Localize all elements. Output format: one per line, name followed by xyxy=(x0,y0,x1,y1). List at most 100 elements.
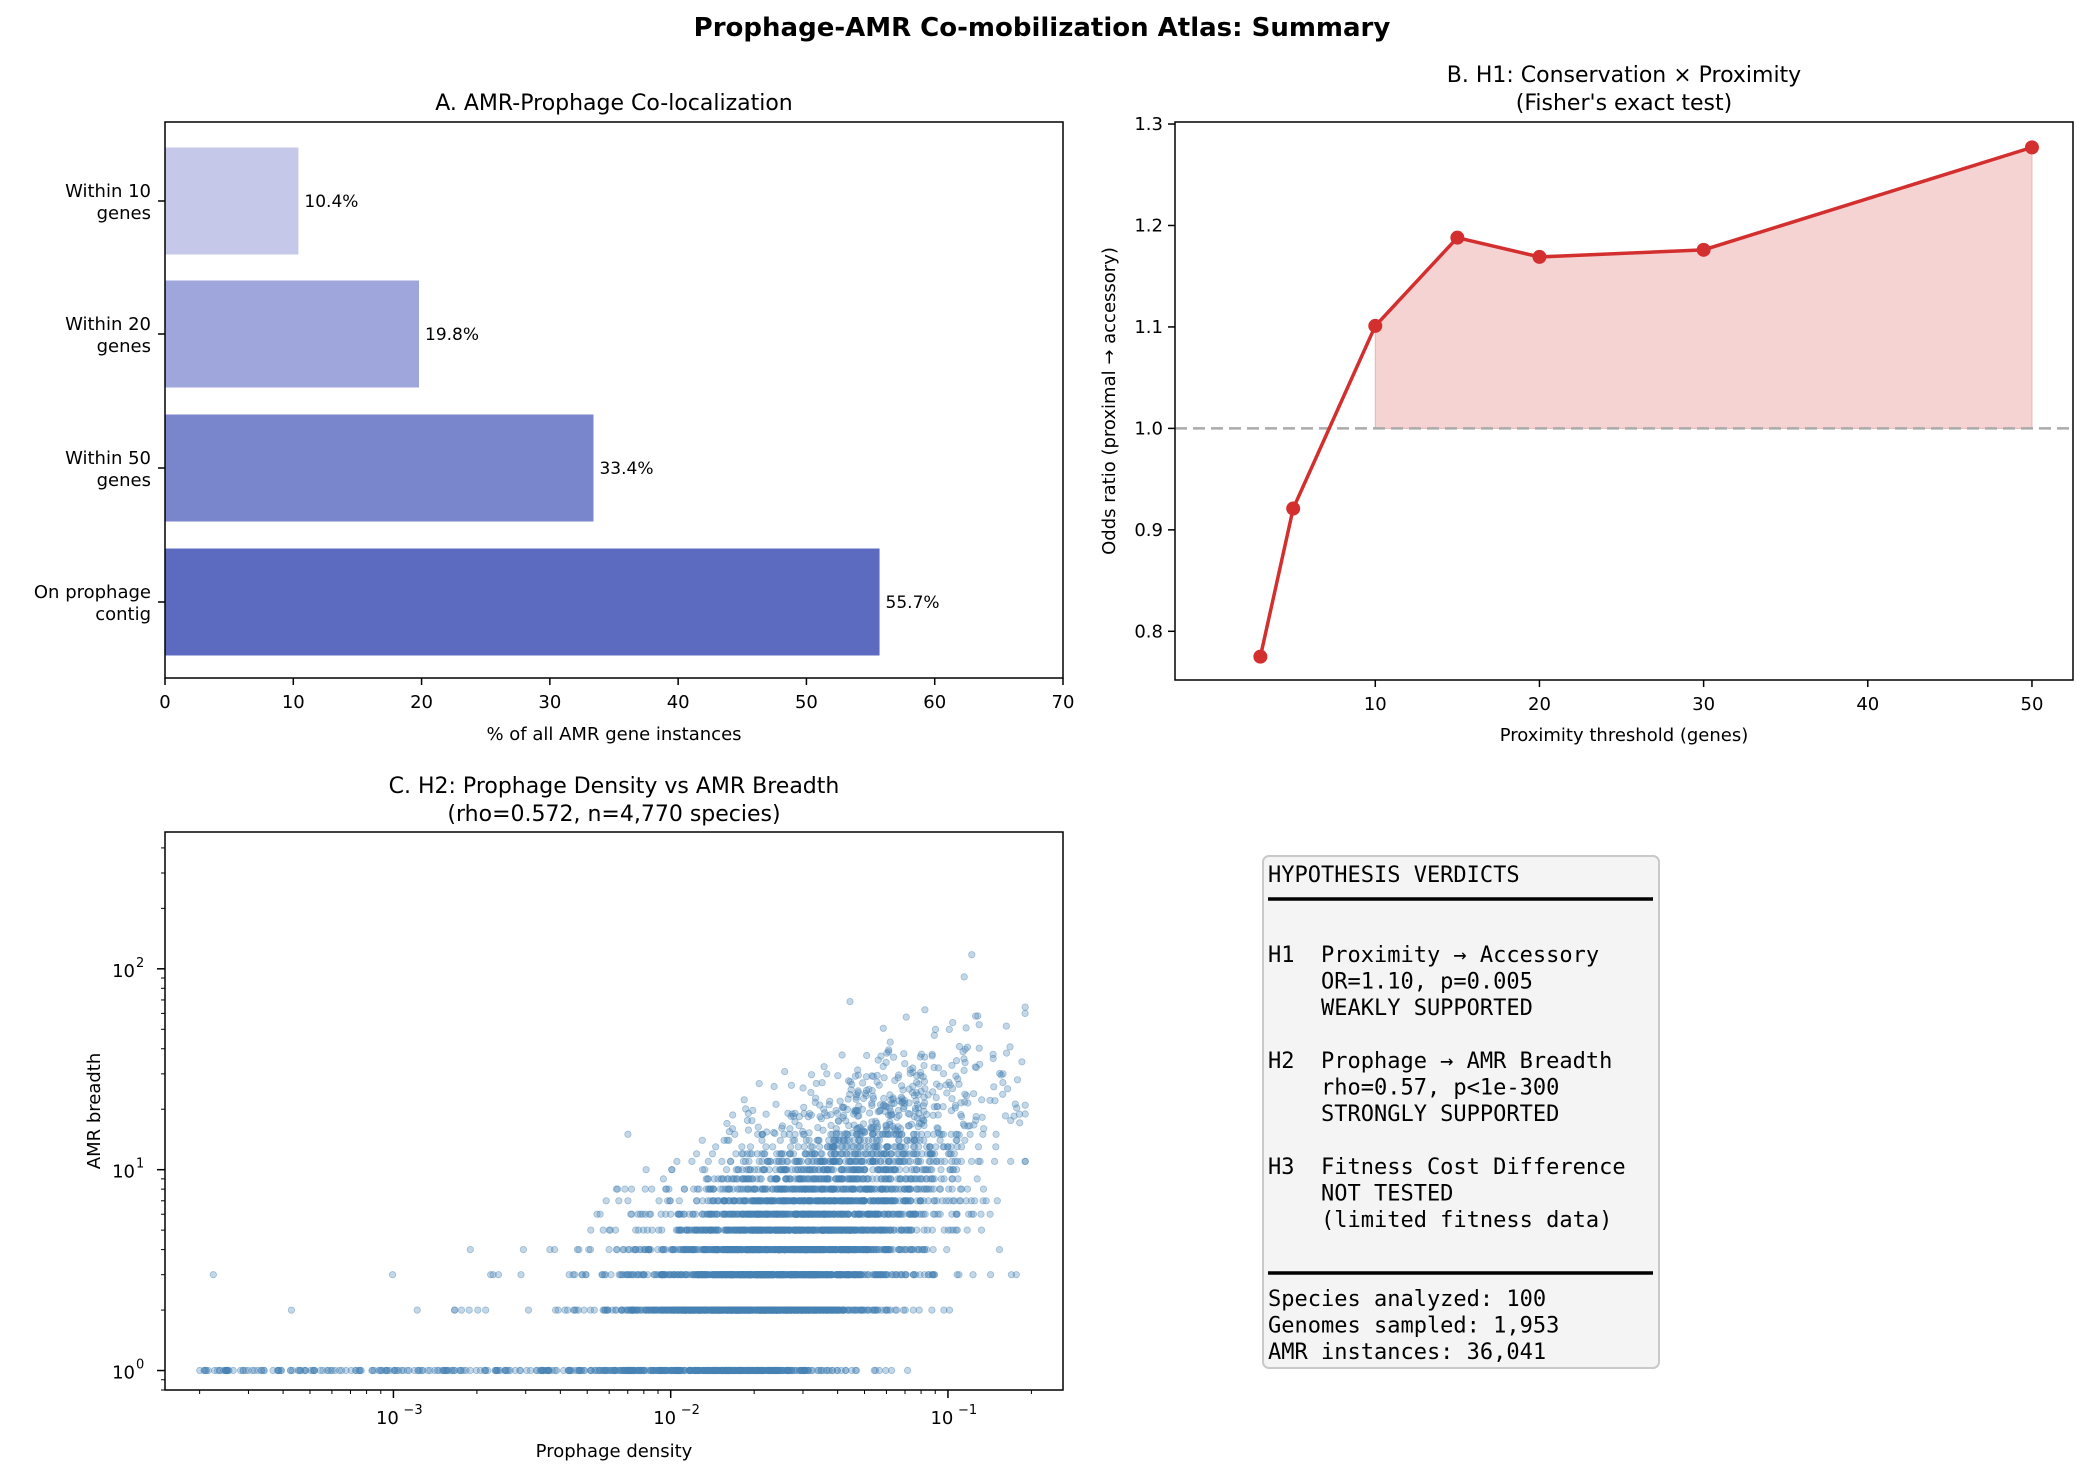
verdict-footer-line: Species analyzed: 100 xyxy=(1268,1287,1546,1312)
scatter-point xyxy=(921,1006,929,1014)
scatter-point xyxy=(644,1271,652,1279)
y-tick-label: 1.2 xyxy=(1134,215,1163,236)
scatter-point xyxy=(575,1366,584,1375)
scatter-point xyxy=(639,1271,647,1279)
scatter-point xyxy=(715,1197,724,1205)
scatter-point xyxy=(911,1104,920,1113)
scatter-point xyxy=(807,1143,815,1151)
scatter-point xyxy=(745,1306,753,1314)
scatter-point xyxy=(642,1166,650,1174)
scatter-point xyxy=(575,1246,583,1254)
scatter-point xyxy=(812,1079,820,1088)
scatter-point xyxy=(661,1185,670,1193)
scatter-point xyxy=(845,1122,853,1130)
scatter-point xyxy=(239,1366,247,1375)
scatter-point xyxy=(933,1103,941,1111)
scatter-point xyxy=(902,1143,910,1151)
x-tick-label: 10 xyxy=(1364,694,1387,715)
scatter-point xyxy=(838,1166,847,1174)
scatter-point xyxy=(820,1246,829,1254)
scatter-point xyxy=(708,1366,716,1375)
scatter-point xyxy=(837,1271,845,1279)
scatter-point xyxy=(883,1143,891,1151)
scatter-point xyxy=(889,1094,897,1102)
scatter-point xyxy=(976,1060,984,1068)
scatter-point xyxy=(692,1226,700,1234)
scatter-point xyxy=(889,1053,898,1061)
scatter-point xyxy=(775,1210,784,1218)
scatter-point xyxy=(853,1107,861,1115)
scatter-point xyxy=(802,1210,811,1218)
scatter-point xyxy=(812,1226,820,1234)
scatter-point xyxy=(836,1271,844,1279)
scatter-point xyxy=(823,1271,832,1279)
scatter-point xyxy=(754,1271,762,1279)
scatter-point xyxy=(665,1271,673,1279)
scatter-point xyxy=(744,1210,753,1218)
scatter-point xyxy=(728,1306,736,1314)
scatter-point xyxy=(685,1306,694,1314)
scatter-point xyxy=(774,1246,783,1254)
scatter-point xyxy=(704,1366,712,1375)
scatter-point xyxy=(744,1109,752,1118)
scatter-point xyxy=(750,1185,758,1193)
scatter-point xyxy=(912,1136,921,1144)
scatter-point xyxy=(795,1122,803,1130)
scatter-point xyxy=(932,1143,940,1151)
scatter-point xyxy=(909,1210,917,1218)
scatter-point xyxy=(886,1091,894,1099)
scatter-point xyxy=(666,1197,674,1205)
scatter-point xyxy=(604,1306,612,1314)
scatter-point xyxy=(723,1306,731,1314)
scatter-point xyxy=(762,1197,771,1205)
scatter-point xyxy=(975,1044,983,1052)
scatter-points xyxy=(196,951,1029,1375)
scatter-point xyxy=(902,1226,910,1234)
scatter-point xyxy=(891,1197,900,1205)
scatter-point xyxy=(864,1136,873,1144)
scatter-point xyxy=(917,1050,926,1058)
scatter-point xyxy=(844,1185,852,1193)
scatter-point xyxy=(1018,1058,1026,1066)
scatter-point xyxy=(791,1246,799,1254)
scatter-point xyxy=(675,1366,683,1375)
scatter-point xyxy=(855,1271,863,1279)
scatter-point xyxy=(847,1086,855,1094)
scatter-point xyxy=(803,1246,811,1254)
scatter-point xyxy=(712,1271,721,1279)
x-tick-label-exponent: −3 xyxy=(403,1403,422,1418)
scatter-point xyxy=(196,1366,204,1375)
scatter-point xyxy=(744,1185,752,1193)
scatter-point xyxy=(756,1210,764,1218)
scatter-point xyxy=(800,1185,809,1193)
scatter-point xyxy=(826,1226,834,1234)
scatter-point xyxy=(721,1306,729,1314)
scatter-point xyxy=(819,1210,827,1218)
scatter-point xyxy=(862,1092,870,1100)
scatter-point xyxy=(718,1271,727,1279)
scatter-point xyxy=(957,1113,966,1121)
scatter-point xyxy=(879,1166,888,1174)
scatter-point xyxy=(902,1271,910,1279)
scatter-point xyxy=(824,1175,832,1183)
data-point xyxy=(1286,501,1301,516)
scatter-point xyxy=(599,1226,607,1234)
x-tick-label: 10 xyxy=(930,1408,953,1429)
scatter-point xyxy=(726,1210,735,1218)
scatter-point xyxy=(779,1210,788,1218)
scatter-point xyxy=(744,1246,752,1254)
scatter-point xyxy=(919,1073,927,1081)
scatter-point xyxy=(915,1109,923,1117)
scatter-point xyxy=(657,1271,665,1279)
scatter-point xyxy=(972,1064,980,1072)
scatter-point xyxy=(755,1271,764,1279)
scatter-point xyxy=(1007,1157,1015,1166)
scatter-point xyxy=(896,1210,905,1218)
scatter-point xyxy=(882,1126,890,1135)
scatter-point xyxy=(827,1197,835,1205)
scatter-point xyxy=(685,1226,693,1234)
scatter-point xyxy=(923,1110,931,1119)
scatter-point xyxy=(862,1185,870,1193)
